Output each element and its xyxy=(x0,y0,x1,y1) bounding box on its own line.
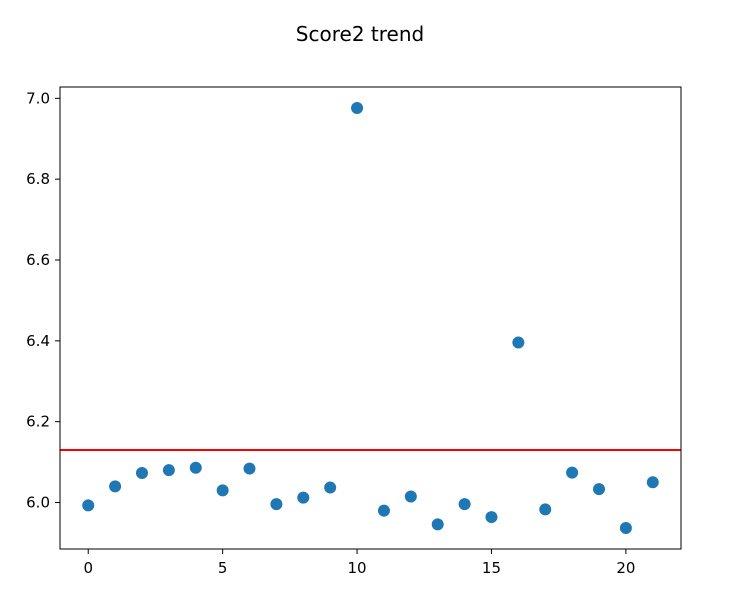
data-point xyxy=(270,498,283,511)
data-point xyxy=(404,490,417,503)
y-tick-label: 6.8 xyxy=(26,170,50,188)
data-point xyxy=(458,498,471,511)
axis-ticks-layer: 0 5 10 15 20 6.0 6.2 6.4 6.6 6.8 7.0 xyxy=(26,89,635,577)
data-point xyxy=(297,491,310,504)
data-point xyxy=(619,521,632,534)
data-point xyxy=(485,511,498,524)
data-point xyxy=(135,467,148,480)
data-point xyxy=(109,480,122,493)
y-tick-label: 6.6 xyxy=(26,251,50,269)
data-point xyxy=(512,336,525,349)
data-point xyxy=(162,464,175,477)
y-tick-label: 7.0 xyxy=(26,89,50,107)
x-tick-label: 15 xyxy=(482,559,501,577)
chart-title: Score2 trend xyxy=(295,22,425,46)
x-tick-label: 0 xyxy=(83,559,93,577)
data-point xyxy=(593,483,606,496)
y-tick-label: 6.4 xyxy=(26,332,50,350)
data-point xyxy=(377,504,390,517)
data-point xyxy=(82,499,95,512)
data-point xyxy=(324,481,337,494)
data-point xyxy=(539,503,552,516)
x-tick-label: 5 xyxy=(218,559,228,577)
data-point xyxy=(189,461,202,474)
data-point xyxy=(646,476,659,489)
data-point xyxy=(216,484,229,497)
data-point xyxy=(243,462,256,475)
y-tick-label: 6.0 xyxy=(26,494,50,512)
plot-area-frame xyxy=(59,86,682,550)
data-point xyxy=(566,466,579,479)
x-tick-label: 20 xyxy=(616,559,635,577)
data-points-layer xyxy=(82,102,659,534)
data-point xyxy=(351,102,364,115)
data-point xyxy=(431,518,444,531)
y-tick-label: 6.2 xyxy=(26,413,50,431)
x-tick-label: 10 xyxy=(348,559,367,577)
